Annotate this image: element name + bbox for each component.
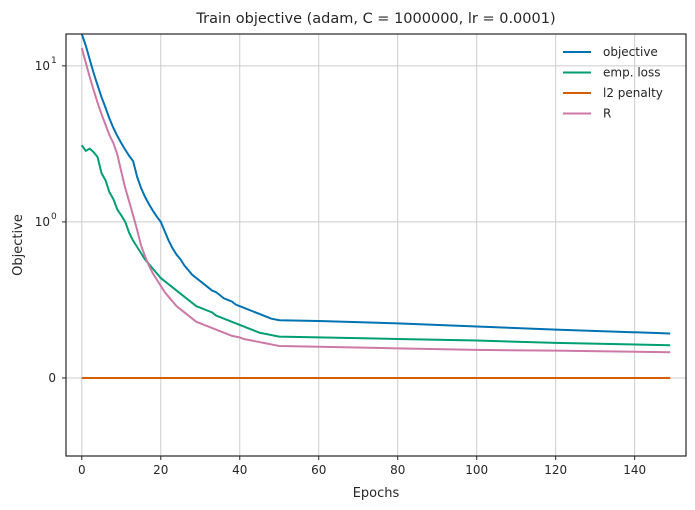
- plot-frame: [65, 33, 687, 457]
- y-tick-label: 0: [48, 371, 56, 385]
- y-tick-label: 10: [35, 215, 50, 229]
- y-axis-label: Objective: [11, 214, 26, 276]
- series-line-objective: [80, 33, 671, 335]
- x-tick-label: 100: [465, 463, 488, 477]
- y-tick-label: 10: [35, 59, 50, 73]
- x-tick-label: 120: [544, 463, 567, 477]
- legend-label: objective: [603, 45, 658, 59]
- series-lines: [80, 33, 671, 379]
- y-tick-exponent: 0: [51, 212, 57, 222]
- x-tick-label: 20: [153, 463, 168, 477]
- legend-label: R: [603, 107, 611, 121]
- x-tick-label: 60: [311, 463, 326, 477]
- y-tick-exponent: 1: [51, 56, 57, 66]
- x-axis-label: Epochs: [353, 486, 400, 501]
- x-tick-label: 140: [623, 463, 646, 477]
- chart-title: Train objective (adam, C = 1000000, lr =…: [195, 11, 555, 27]
- x-tick-label: 80: [390, 463, 405, 477]
- legend: objective emp. loss l2 penalty R: [563, 45, 663, 121]
- x-tick-label: 0: [78, 463, 86, 477]
- series-line-r: [80, 47, 671, 354]
- x-tick-label: 40: [232, 463, 247, 477]
- series-line-emp-loss: [80, 144, 671, 347]
- legend-label: l2 penalty: [603, 86, 663, 100]
- legend-label: emp. loss: [603, 66, 661, 80]
